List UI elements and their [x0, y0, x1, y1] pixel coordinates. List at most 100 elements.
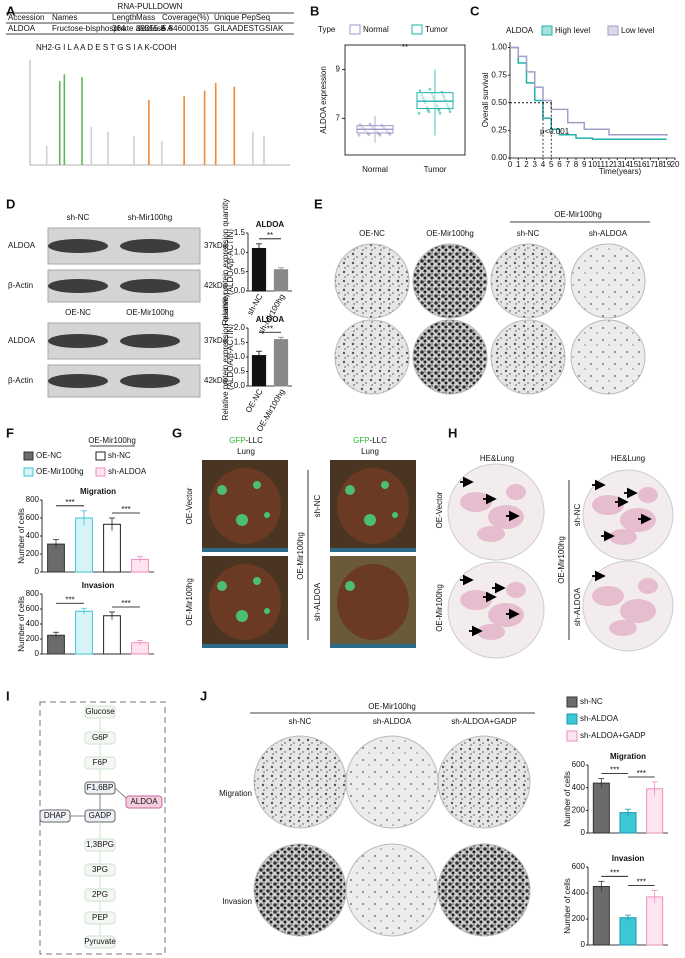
significance: *** [610, 766, 619, 775]
y-axis-label: Number of cells [17, 508, 26, 564]
annotation: p<0.001 [540, 127, 570, 136]
band-size: 37kDa [204, 336, 228, 345]
chart-title: Migration [80, 487, 116, 496]
ruler [330, 644, 416, 648]
legend-swatch [23, 451, 34, 461]
pathway-node-label: ALDOA [130, 797, 158, 806]
gfp-spot [264, 512, 270, 518]
legend-title: Type [318, 25, 336, 34]
band [48, 239, 108, 253]
panel-label: J [200, 688, 207, 703]
y-tick-label: 1.00 [491, 43, 507, 52]
peptide-sequence: NH2-G I L A A D E S T G S I A K-COOH [36, 43, 177, 52]
bar [75, 517, 93, 573]
x-tick-label: Normal [362, 165, 388, 174]
panel-label: F [6, 425, 14, 440]
micrograph [253, 735, 347, 829]
y-axis-label: ALDOA expression [319, 66, 328, 134]
chart-title: ALDOA [256, 315, 285, 324]
point [426, 108, 430, 112]
x-tick-label: 16 [638, 160, 647, 169]
panel-label: G [172, 425, 182, 440]
band [120, 374, 180, 388]
panel-label: H [448, 425, 457, 440]
micrograph [490, 243, 566, 319]
point [448, 110, 452, 113]
pathway-node-label: PEP [92, 913, 108, 922]
bar [619, 917, 637, 946]
ruler [330, 548, 416, 552]
lane-label: sh-NC [67, 213, 90, 222]
tissue [609, 620, 637, 636]
table-cell: 39355.8 [136, 24, 165, 33]
legend-swatch [566, 713, 578, 725]
lung-tissue [209, 564, 281, 640]
legend-title: ALDOA [506, 26, 534, 35]
pathway-node-label: Glucose [85, 707, 115, 716]
bar [592, 886, 610, 946]
table-header: Length [112, 13, 136, 22]
table-header: Names [52, 13, 77, 22]
row-label: Invasion [222, 897, 252, 906]
x-tick-label: 17 [646, 160, 655, 169]
y-tick-label: 800 [26, 495, 40, 504]
tissue [488, 603, 524, 627]
gfp-spot [364, 514, 376, 526]
row-label: OE-Mir100hg [185, 578, 194, 626]
table-cell: 364 [112, 24, 126, 33]
header-marker: GFP [353, 436, 369, 445]
row-label: sh-ALDOA [313, 582, 322, 621]
y-tick-label: 1.0 [234, 352, 246, 361]
y-tick-label: 400 [26, 531, 40, 540]
header: GFP-LLC [353, 436, 387, 445]
significance: ** [402, 43, 408, 52]
x-axis-label: Time(years) [599, 167, 642, 176]
row-label: Migration [219, 789, 252, 798]
bar [75, 610, 93, 655]
legend-swatch [349, 24, 361, 35]
x-tick-label: 0 [508, 160, 513, 169]
ruler [202, 644, 288, 648]
header-text: -LLC [246, 436, 264, 445]
x-tick-label: 15 [629, 160, 638, 169]
legend-swatch [566, 730, 578, 742]
header-text: -LLC [370, 436, 388, 445]
legend-swatch [566, 696, 578, 708]
band [120, 334, 180, 348]
y-axis-label: Number of cells [563, 878, 572, 934]
y-tick-label: 600 [26, 513, 40, 522]
legend-label: sh-ALDOA+GADP [580, 731, 646, 740]
point [378, 133, 382, 137]
survival-curve [510, 46, 668, 136]
y-tick-label: 0 [581, 940, 586, 949]
header: HE&Lung [611, 454, 645, 463]
header-marker: GFP [229, 436, 245, 445]
table-cell: ALDOA [8, 24, 36, 33]
y-tick-label: 200 [26, 634, 40, 643]
bar [273, 339, 289, 387]
column-label: sh-ALDOA [589, 229, 628, 238]
significance: ** [267, 324, 273, 333]
tissue [488, 505, 524, 529]
panel-label: B [310, 3, 319, 18]
y-tick-label: 600 [26, 604, 40, 613]
tissue [609, 529, 637, 545]
group-label: OE-Mir100hg [88, 436, 136, 445]
x-tick-label: 3 [533, 160, 538, 169]
column-label: sh-NC [289, 717, 312, 726]
point [417, 111, 421, 115]
point [357, 133, 361, 137]
tissue [592, 586, 624, 606]
x-tick-label: 1 [516, 160, 521, 169]
y-axis-label: Relative protein expression quantity [221, 199, 230, 326]
significance: *** [65, 498, 74, 507]
pathway-node-label: DHAP [44, 811, 66, 820]
legend-label: Normal [363, 25, 389, 34]
y-tick-label: 0 [35, 649, 40, 658]
x-tick-label: 4 [541, 160, 546, 169]
y-tick-label: 2.0 [234, 323, 246, 332]
legend-label: sh-ALDOA [580, 714, 619, 723]
legend-swatch [541, 25, 553, 36]
lane-label: OE-NC [65, 308, 91, 317]
